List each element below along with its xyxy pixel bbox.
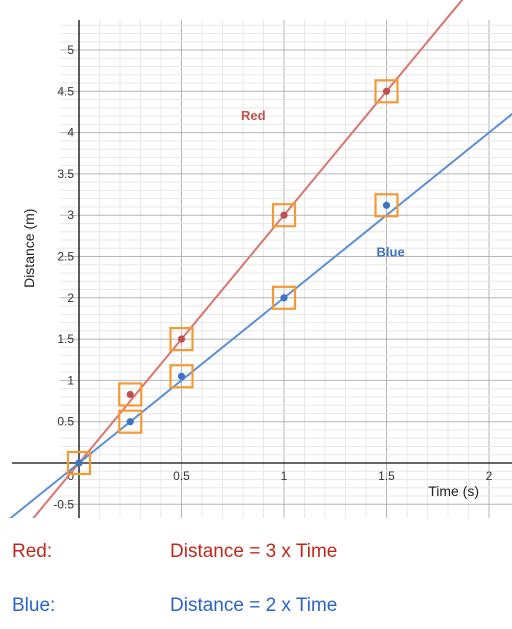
y-tick-label: 2.5	[57, 250, 74, 264]
chart-labels: Red Blue	[241, 108, 405, 259]
x-tick-label: 0.5	[173, 469, 190, 483]
y-tick-label: 0.5	[57, 415, 74, 429]
data-point-red	[177, 335, 186, 343]
highlight-box	[169, 327, 194, 352]
series-lines	[9, 0, 512, 518]
data-point-red	[126, 390, 134, 399]
equation-red-text: Distance = 3 x Time	[170, 541, 338, 562]
data-point-blue	[177, 372, 186, 380]
y-tick-label: 5	[67, 43, 74, 57]
equation-red-label: Red:	[12, 541, 53, 562]
data-point-blue	[280, 294, 288, 302]
series-line-red	[32, 0, 464, 518]
highlight-box	[118, 382, 143, 407]
equation-red: Red: Distance = 3 x Time	[12, 541, 337, 563]
y-tick-label: -0.5	[53, 497, 74, 511]
highlight-box	[118, 409, 143, 434]
y-tick-label: 1	[67, 373, 74, 387]
highlight-box	[374, 193, 399, 218]
data-point-red	[382, 87, 391, 95]
chart-grid	[60, 20, 512, 518]
y-tick-label: 2	[67, 291, 74, 305]
x-tick-label: 1	[281, 469, 288, 483]
origin-label: 0	[67, 469, 74, 483]
equation-blue-label: Blue:	[12, 595, 56, 616]
highlight-box	[374, 79, 399, 104]
series-label-blue: Blue	[377, 245, 405, 260]
series-line-blue	[9, 112, 512, 518]
data-point-blue	[75, 459, 83, 467]
highlight-box	[271, 203, 297, 228]
highlight-box	[169, 364, 194, 389]
series-points	[75, 87, 391, 467]
y-axis-label: Distance (m)	[21, 209, 37, 288]
y-tick-label: 3.5	[57, 167, 74, 181]
x-tick-label: 2	[486, 469, 493, 483]
equation-blue: Blue: Distance = 2 x Time	[12, 595, 337, 617]
highlight-box	[271, 285, 297, 310]
data-point-red	[280, 211, 288, 219]
data-point-blue	[126, 418, 134, 426]
highlight-box	[66, 450, 92, 476]
x-axis-label: Time (s)	[428, 483, 479, 499]
equation-blue-text: Distance = 2 x Time	[170, 595, 338, 616]
y-tick-label: 4	[67, 126, 74, 140]
y-tick-label: 3	[67, 208, 74, 222]
y-tick-label: 1.5	[57, 332, 74, 346]
series-label-red: Red	[241, 108, 266, 123]
distance-time-chart: 0.5 1 1.5 2 -0.5 0.5 1 1.5 2 2.5 3 3.5 4 4.5 5 0 Distanc…	[9, 0, 512, 518]
chart-axes: 0.5 1 1.5 2 -0.5 0.5 1 1.5 2 2.5 3 3.5 4 4.5 5 0 Distanc…	[12, 20, 512, 518]
y-tick-label: 4.5	[57, 84, 74, 98]
highlight-boxes	[66, 79, 399, 476]
data-point-blue	[382, 201, 391, 209]
x-tick-label: 1.5	[378, 469, 395, 483]
